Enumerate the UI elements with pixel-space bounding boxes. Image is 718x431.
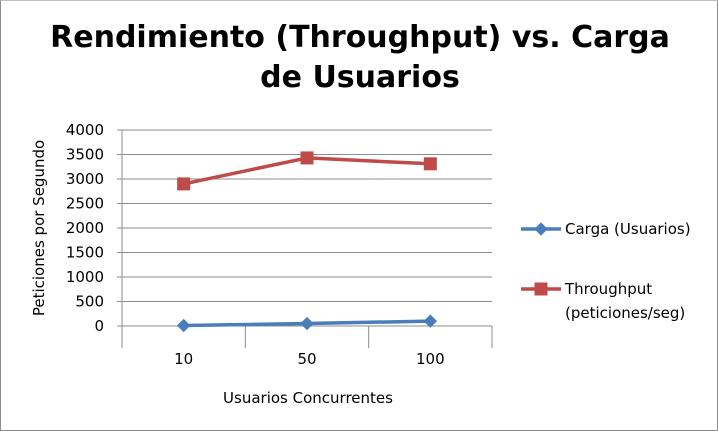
data-point [176, 318, 191, 333]
data-point [423, 314, 438, 328]
legend-label: Carga (Usuarios) [565, 220, 691, 238]
legend-label: Throughput [564, 280, 652, 298]
legend: Carga (Usuarios) Throughput (peticiones/se… [521, 220, 691, 322]
x-axis-title: Usuarios Concurrentes [223, 389, 393, 407]
legend-marker [534, 222, 548, 236]
chart-title-line-2: de Usuarios [260, 60, 460, 95]
chart-title-line-1: Rendimiento (Throughput) vs. Carga [50, 20, 670, 55]
y-tick-label: 3500 [66, 146, 104, 164]
y-tick-labels: 0 500 1000 1500 2000 2500 3000 3500 4000 [66, 121, 104, 335]
series-1 [176, 314, 438, 333]
data-point [177, 177, 191, 191]
series-2 [177, 151, 437, 191]
y-tick-label: 0 [94, 317, 104, 335]
y-tick-label: 500 [75, 293, 104, 311]
chart-title: Rendimiento (Throughput) vs. Carga de Us… [40, 18, 680, 98]
data-point [300, 151, 314, 165]
data-point [300, 316, 314, 331]
series-lines [176, 151, 438, 333]
legend-label: (peticiones/seg) [565, 304, 685, 322]
legend-item-1: Carga (Usuarios) [521, 220, 691, 238]
x-tick-label: 50 [297, 350, 316, 368]
legend-marker [534, 282, 548, 296]
y-axis-title: Peticiones por Segundo [30, 140, 48, 316]
legend-item-2: Throughput (peticiones/seg) [521, 280, 685, 322]
y-tick-label: 2500 [66, 195, 104, 213]
y-tick-label: 2000 [66, 219, 104, 237]
y-tick-label: 4000 [66, 121, 104, 139]
y-tick-label: 1500 [66, 244, 104, 262]
data-point [423, 157, 437, 171]
y-tick-label: 1000 [66, 268, 104, 286]
x-tick-label: 100 [416, 350, 445, 368]
y-tick-label: 3000 [66, 170, 104, 188]
x-tick-label: 10 [174, 350, 193, 368]
x-tick-labels: 10 50 100 [174, 350, 445, 368]
